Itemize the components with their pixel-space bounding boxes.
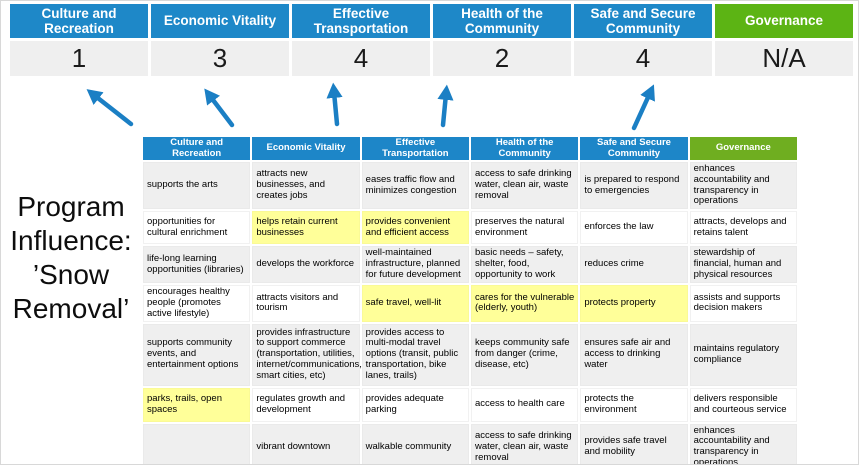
matrix-cell bbox=[143, 423, 251, 464]
matrix-row: life-long learning opportunities (librar… bbox=[143, 246, 797, 284]
matrix-cell: walkable community bbox=[361, 423, 469, 464]
matrix-row: supports the arts attracts new businesses… bbox=[143, 162, 797, 210]
matrix-cell-highlighted: provides infrastructure to support comme… bbox=[252, 323, 362, 386]
scorecard-header-governance: Governance bbox=[715, 4, 853, 38]
arrow-up-icon bbox=[326, 82, 343, 127]
matrix-header-health-of-the-community: Health of the Community bbox=[470, 137, 579, 160]
matrix-header-safe-and-secure-community: Safe and Secure Community bbox=[580, 137, 688, 160]
matrix-cell: preserves the natural environment bbox=[470, 211, 579, 245]
scorecard-header-safe-and-secure-community: Safe and Secure Community bbox=[574, 4, 712, 38]
matrix-cell-highlighted: provides access to multi-modal travel op… bbox=[361, 323, 469, 386]
program-influence-label: Program Influence: ’Snow Removal’ bbox=[10, 191, 132, 324]
matrix-header-economic-vitality: Economic Vitality bbox=[252, 137, 360, 160]
matrix-cell-highlighted: is prepared to respond to emergencies bbox=[580, 162, 688, 210]
matrix-cell: maintains regulatory compliance bbox=[689, 323, 797, 386]
matrix-cell-highlighted: helps retain current businesses bbox=[252, 211, 360, 245]
scorecard-header-effective-transportation: Effective Transportation bbox=[292, 4, 430, 38]
matrix-cell-highlighted: eases traffic flow and minimizes congest… bbox=[361, 162, 469, 210]
arrow-up-left-icon bbox=[86, 89, 134, 127]
matrix-cell: enforces the law bbox=[580, 211, 688, 245]
matrix-cell-highlighted: provides safe travel and mobility bbox=[580, 423, 688, 464]
matrix-cell: encourages healthy people (promotes acti… bbox=[143, 285, 251, 322]
matrix-row: opportunities for cultural enrichment hel… bbox=[143, 211, 797, 245]
matrix-cell-highlighted: protects property bbox=[580, 285, 688, 322]
matrix-cell: delivers responsible and courteous servi… bbox=[689, 387, 797, 422]
matrix-header-row: Culture and Recreation Economic Vitality E… bbox=[143, 137, 797, 160]
matrix-row: parks, trails, open spaces regulates grow… bbox=[143, 387, 797, 422]
influence-matrix-table: Culture and Recreation Economic Vitality E… bbox=[141, 135, 799, 464]
matrix-cell: reduces crime bbox=[580, 246, 688, 284]
scorecard-header-economic-vitality: Economic Vitality bbox=[151, 4, 289, 38]
scorecard-score-economic-vitality: 3 bbox=[151, 41, 289, 76]
matrix-cell: ensures safe air and access to drinking … bbox=[580, 323, 688, 386]
arrow-up-icon bbox=[437, 84, 454, 128]
arrow-up-left-icon bbox=[204, 88, 235, 128]
matrix-cell: protects the environment bbox=[580, 387, 688, 422]
matrix-row: vibrant downtown walkable community access… bbox=[143, 423, 797, 464]
matrix-cell: develops the workforce bbox=[252, 246, 360, 284]
matrix-cell-highlighted: keeps community safe from danger (crime,… bbox=[470, 323, 579, 386]
scorecard-score-effective-transportation: 4 bbox=[292, 41, 430, 76]
matrix-row: encourages healthy people (promotes acti… bbox=[143, 285, 797, 322]
matrix-row: supports community events, and entertain… bbox=[143, 323, 797, 386]
scorecard: Culture and Recreation Economic Vitality E… bbox=[10, 4, 853, 76]
matrix-cell: enhances accountability and transparency… bbox=[689, 423, 797, 464]
matrix-cell: attracts new businesses, and creates job… bbox=[252, 162, 360, 210]
matrix-cell-highlighted: provides convenient and efficient access bbox=[361, 211, 469, 245]
matrix-header-effective-transportation: Effective Transportation bbox=[361, 137, 469, 160]
matrix-cell: assists and supports decision makers bbox=[689, 285, 797, 322]
scorecard-score-governance: N/A bbox=[715, 41, 853, 76]
matrix-cell: vibrant downtown bbox=[252, 423, 360, 464]
matrix-cell-highlighted: cares for the vulnerable (elderly, youth… bbox=[470, 285, 579, 322]
matrix-cell-highlighted: basic needs – safety, shelter, food, opp… bbox=[470, 246, 579, 284]
matrix-cell: attracts, develops and retains talent bbox=[689, 211, 797, 245]
matrix-cell: stewardship of financial, human and phys… bbox=[689, 246, 797, 284]
matrix-cell: attracts visitors and tourism bbox=[252, 285, 360, 322]
arrow-up-right-icon bbox=[631, 84, 655, 131]
matrix-cell-highlighted: parks, trails, open spaces bbox=[143, 387, 251, 422]
scorecard-score-culture-and-recreation: 1 bbox=[10, 41, 148, 76]
scorecard-score-health-of-the-community: 2 bbox=[433, 41, 571, 76]
matrix-header-governance: Governance bbox=[689, 137, 797, 160]
matrix-cell: regulates growth and development bbox=[252, 387, 360, 422]
matrix-cell: enhances accountability and transparency… bbox=[689, 162, 797, 210]
matrix-cell: supports the arts bbox=[143, 162, 251, 210]
matrix-cell: access to health care bbox=[470, 387, 579, 422]
matrix-cell: well-maintained infrastructure, planned … bbox=[361, 246, 469, 284]
scorecard-header-health-of-the-community: Health of the Community bbox=[433, 4, 571, 38]
scorecard-score-safe-and-secure-community: 4 bbox=[574, 41, 712, 76]
matrix-cell: provides adequate parking bbox=[361, 387, 469, 422]
matrix-header-culture-and-recreation: Culture and Recreation bbox=[143, 137, 251, 160]
matrix-cell: access to safe drinking water, clean air… bbox=[470, 423, 579, 464]
matrix-cell: access to safe drinking water, clean air… bbox=[470, 162, 579, 210]
matrix-cell: opportunities for cultural enrichment bbox=[143, 211, 251, 245]
scorecard-header-culture-and-recreation: Culture and Recreation bbox=[10, 4, 148, 38]
matrix-cell: supports community events, and entertain… bbox=[143, 323, 251, 386]
matrix-cell: life-long learning opportunities (librar… bbox=[143, 246, 251, 284]
matrix-cell-highlighted: safe travel, well-lit bbox=[361, 285, 469, 322]
